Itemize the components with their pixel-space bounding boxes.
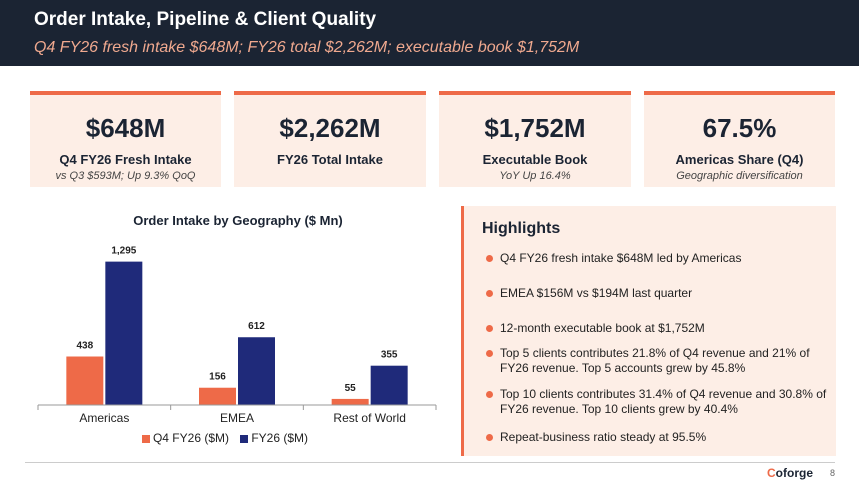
legend-label-q4: Q4 FY26 ($M) <box>152 431 229 445</box>
x-tick-label: EMEA <box>220 411 254 425</box>
bar-fy26-1 <box>238 337 275 405</box>
kpi-note: Geographic diversification <box>676 170 803 182</box>
bar-fy26-0 <box>105 261 143 405</box>
kpi-label: FY26 Total Intake <box>277 152 383 167</box>
highlight-item: Q4 FY26 fresh intake $648M led by Americ… <box>486 251 831 266</box>
data-label: 355 <box>381 350 398 361</box>
bullet-dot-icon <box>486 391 493 398</box>
page-subtitle: Q4 FY26 fresh intake $648M; FY26 total $… <box>34 39 580 56</box>
coforge-logo: Coforge <box>767 466 814 480</box>
x-tick-label: Americas <box>79 411 129 425</box>
kpi-value: 67.5% <box>702 113 777 143</box>
legend-swatch-fy26 <box>240 434 249 443</box>
kpi-label: Q4 FY26 Fresh Intake <box>59 152 192 167</box>
legend-label-fy26: FY26 ($M) <box>251 431 309 445</box>
page-number: 8 <box>830 468 836 478</box>
highlights-title: Highlights <box>482 220 561 237</box>
highlight-text: 12-month executable book at $1,752M <box>500 321 705 335</box>
kpi-card-americas-share: 67.5% Americas Share (Q4) Geographic div… <box>644 91 835 187</box>
x-tick-label: Rest of World <box>333 411 405 425</box>
bullet-dot-icon <box>486 350 493 357</box>
highlight-text: Q4 FY26 fresh intake $648M led by Americ… <box>500 251 742 265</box>
bar-fy26-2 <box>370 365 408 405</box>
bullet-dot-icon <box>486 325 493 332</box>
data-label: 612 <box>248 321 265 332</box>
highlight-text: EMEA $156M vs $194M last quarter <box>500 286 693 300</box>
geography-bar-chart: 438 1,295 Americas 156 612 EMEA 55 355 Rest of W… <box>37 246 437 425</box>
highlight-item: Top 10 clients contributes 31.4% of Q4 r… <box>486 387 831 417</box>
highlight-text: Repeat-business ratio steady at 95.5% <box>500 430 707 444</box>
chart-title: Order Intake by Geography ($ Mn) <box>133 213 343 228</box>
highlights-panel: Highlights Q4 FY26 fresh intake $648M le… <box>461 206 836 456</box>
footer-divider <box>25 462 835 463</box>
kpi-value: $648M <box>85 113 166 143</box>
kpi-card-fresh-intake: $648M Q4 FY26 Fresh Intake vs Q3 $593M; … <box>30 91 221 187</box>
kpi-label: Americas Share (Q4) <box>675 152 804 167</box>
kpi-note: vs Q3 $593M; Up 9.3% QoQ <box>55 170 196 182</box>
chart-legend: Q4 FY26 ($M) FY26 ($M) <box>0 431 450 445</box>
kpi-value: $2,262M <box>279 113 381 143</box>
kpi-label: Executable Book <box>482 152 588 167</box>
data-label: 438 <box>76 341 93 352</box>
highlight-item: EMEA $156M vs $194M last quarter <box>486 286 831 301</box>
highlight-item: 12-month executable book at $1,752M <box>486 321 831 336</box>
highlight-item: Top 5 clients contributes 21.8% of Q4 re… <box>486 346 831 376</box>
header-bar: Order Intake, Pipeline & Client Quality … <box>0 0 859 66</box>
data-label: 156 <box>209 372 226 383</box>
legend-swatch-q4 <box>141 434 150 443</box>
data-label: 1,295 <box>111 246 136 257</box>
data-label: 55 <box>345 383 357 394</box>
kpi-card-total-intake: $2,262M FY26 Total Intake <box>234 91 426 187</box>
bullet-dot-icon <box>486 434 493 441</box>
bar-q4-1 <box>199 387 236 405</box>
bullet-dot-icon <box>486 290 493 297</box>
bullet-dot-icon <box>486 255 493 262</box>
kpi-value: $1,752M <box>484 113 586 143</box>
highlight-item: Repeat-business ratio steady at 95.5% <box>486 430 831 445</box>
bar-q4-2 <box>331 398 369 405</box>
kpi-note: YoY Up 16.4% <box>499 170 571 182</box>
bar-q4-0 <box>66 356 104 405</box>
kpi-card-executable-book: $1,752M Executable Book YoY Up 16.4% <box>439 91 631 187</box>
legend-item-fy26: FY26 ($M) <box>240 431 308 445</box>
highlight-text: Top 10 clients contributes 31.4% of Q4 r… <box>500 387 827 416</box>
page-title: Order Intake, Pipeline & Client Quality <box>34 9 377 30</box>
highlight-text: Top 5 clients contributes 21.8% of Q4 re… <box>500 346 810 375</box>
legend-item-q4: Q4 FY26 ($M) <box>141 431 229 445</box>
